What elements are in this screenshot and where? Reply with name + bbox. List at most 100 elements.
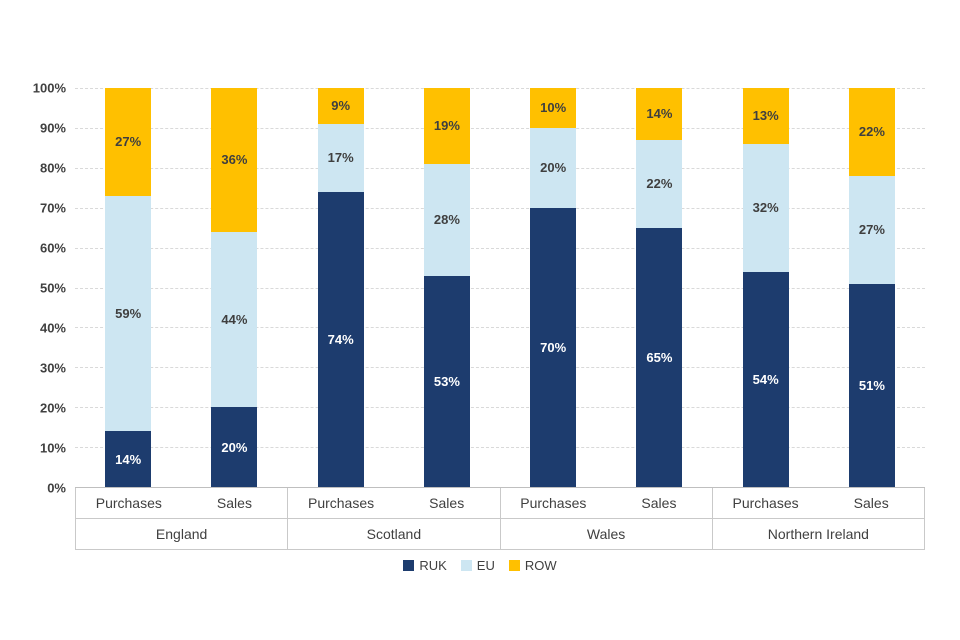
segment-eu: 59% [105,195,152,432]
bar-slot-northern-ireland-purchases: 54% 32% 13% [713,88,819,487]
y-tick-label-20: 20% [39,400,66,416]
bar-slot-scotland-sales: 53% 28% 19% [394,88,500,487]
legend-swatch-eu [460,560,472,571]
segment-eu: 22% [636,139,683,228]
segment-label: 27% [858,222,885,238]
bar-label-row-northern-ireland: Purchases Sales [712,488,924,519]
segment-label: 20% [540,160,567,176]
segment-label: 54% [752,371,779,387]
segment-label: 70% [540,339,567,355]
segment-label: 74% [327,331,354,347]
bar-slot-england-sales: 20% 44% 36% [181,88,287,487]
gridline-80 [75,167,925,169]
legend: RUK EU ROW [0,558,960,573]
segment-label: 17% [327,150,354,166]
bar-northern-ireland-purchases: 54% 32% 13% [742,88,789,487]
segment-label: 28% [433,212,460,228]
x-axis: Purchases Sales England Purchases Sales Scotl… [75,488,925,550]
bar-scotland-purchases: 74% 17% 9% [317,88,364,487]
segment-label: 36% [221,152,248,168]
segment-label: 20% [221,439,248,455]
bar-england-sales: 20% 44% 36% [211,88,258,487]
legend-swatch-ruk [403,560,415,571]
bar-label-purchases: Purchases [307,495,375,511]
segment-label: 14% [646,106,673,122]
legend-item-eu: EU [460,558,495,573]
y-tick-label-100: 100% [32,80,66,96]
bar-label-purchases: Purchases [732,495,799,511]
y-tick-label-80: 80% [39,160,66,176]
bar-label-row-england: Purchases Sales [76,488,288,519]
segment-row: 9% [317,88,364,124]
group-label-england: England [155,526,208,542]
segment-ruk: 65% [636,227,683,487]
group-label-northern-ireland: Northern Ireland [767,526,869,542]
segment-eu: 44% [211,231,258,408]
segment-eu: 27% [848,175,895,284]
segment-label: 32% [752,200,779,216]
bar-label-sales: Sales [216,495,252,511]
segment-eu: 20% [530,127,577,208]
bar-slot-england-purchases: 14% 59% 27% [75,88,181,487]
bar-label-row-scotland: Purchases Sales [288,488,500,519]
bar-label-purchases: Purchases [520,495,587,511]
gridline-10 [75,447,925,449]
segment-label: 19% [433,118,460,134]
legend-item-ruk: RUK [403,558,447,573]
group-label-scotland: Scotland [366,526,422,542]
bar-wales-purchases: 70% 20% 10% [530,88,577,487]
gridline-30 [75,367,925,369]
gridline-70 [75,207,925,209]
bar-wales-sales: 65% 22% 14% [636,88,683,487]
segment-label: 22% [858,124,885,140]
legend-label-ruk: RUK [419,558,447,573]
segment-ruk: 14% [105,431,152,487]
segment-label: 22% [646,176,673,192]
bar-label-row-wales: Purchases Sales [500,488,712,519]
segment-ruk: 54% [742,271,789,487]
legend-label-eu: EU [476,558,495,573]
y-tick-label-0: 0% [47,480,66,496]
gridline-20 [75,407,925,409]
y-tick-label-30: 30% [39,360,66,376]
axis-group-wales: Purchases Sales Wales [500,488,713,549]
gridline-60 [75,247,925,249]
segment-ruk: 70% [530,207,577,487]
segment-label: 14% [115,451,142,467]
segment-label: 27% [115,134,142,150]
segment-ruk: 20% [211,407,258,487]
gridline-100 [75,88,925,89]
segment-label: 65% [646,349,673,365]
gridline-90 [75,127,925,129]
segment-label: 9% [331,98,351,114]
y-tick-label-10: 10% [39,440,66,456]
bar-label-sales: Sales [641,495,677,511]
segment-label: 44% [221,311,248,327]
segment-eu: 17% [317,123,364,192]
legend-item-row: ROW [508,558,557,573]
gridlines [75,88,925,487]
axis-group-england: Purchases Sales England [76,488,289,549]
segment-label: 10% [540,100,567,116]
segment-ruk: 53% [423,275,470,487]
segment-label: 13% [752,108,779,124]
axis-group-northern-ireland: Purchases Sales Northern Ireland [712,488,924,549]
segment-ruk: 51% [848,283,895,487]
bar-slot-scotland-purchases: 74% 17% 9% [288,88,394,487]
bar-scotland-sales: 53% 28% 19% [423,88,470,487]
segment-row: 13% [742,88,789,144]
bar-slot-northern-ireland-sales: 51% 27% 22% [819,88,925,487]
segment-eu: 32% [742,143,789,272]
bar-northern-ireland-sales: 51% 27% 22% [848,88,895,487]
bar-label-sales: Sales [429,495,465,511]
bar-label-purchases: Purchases [95,495,162,511]
y-tick-label-60: 60% [39,240,66,256]
y-tick-label-90: 90% [39,120,66,136]
segment-row: 19% [423,88,470,164]
y-tick-label-40: 40% [39,320,66,336]
legend-swatch-row [508,560,520,571]
gridline-50 [75,287,925,289]
segment-row: 22% [848,88,895,176]
y-axis: 0% 10% 20% 30% 40% 50% 60% 70% 80% 90% 100% [0,81,66,496]
